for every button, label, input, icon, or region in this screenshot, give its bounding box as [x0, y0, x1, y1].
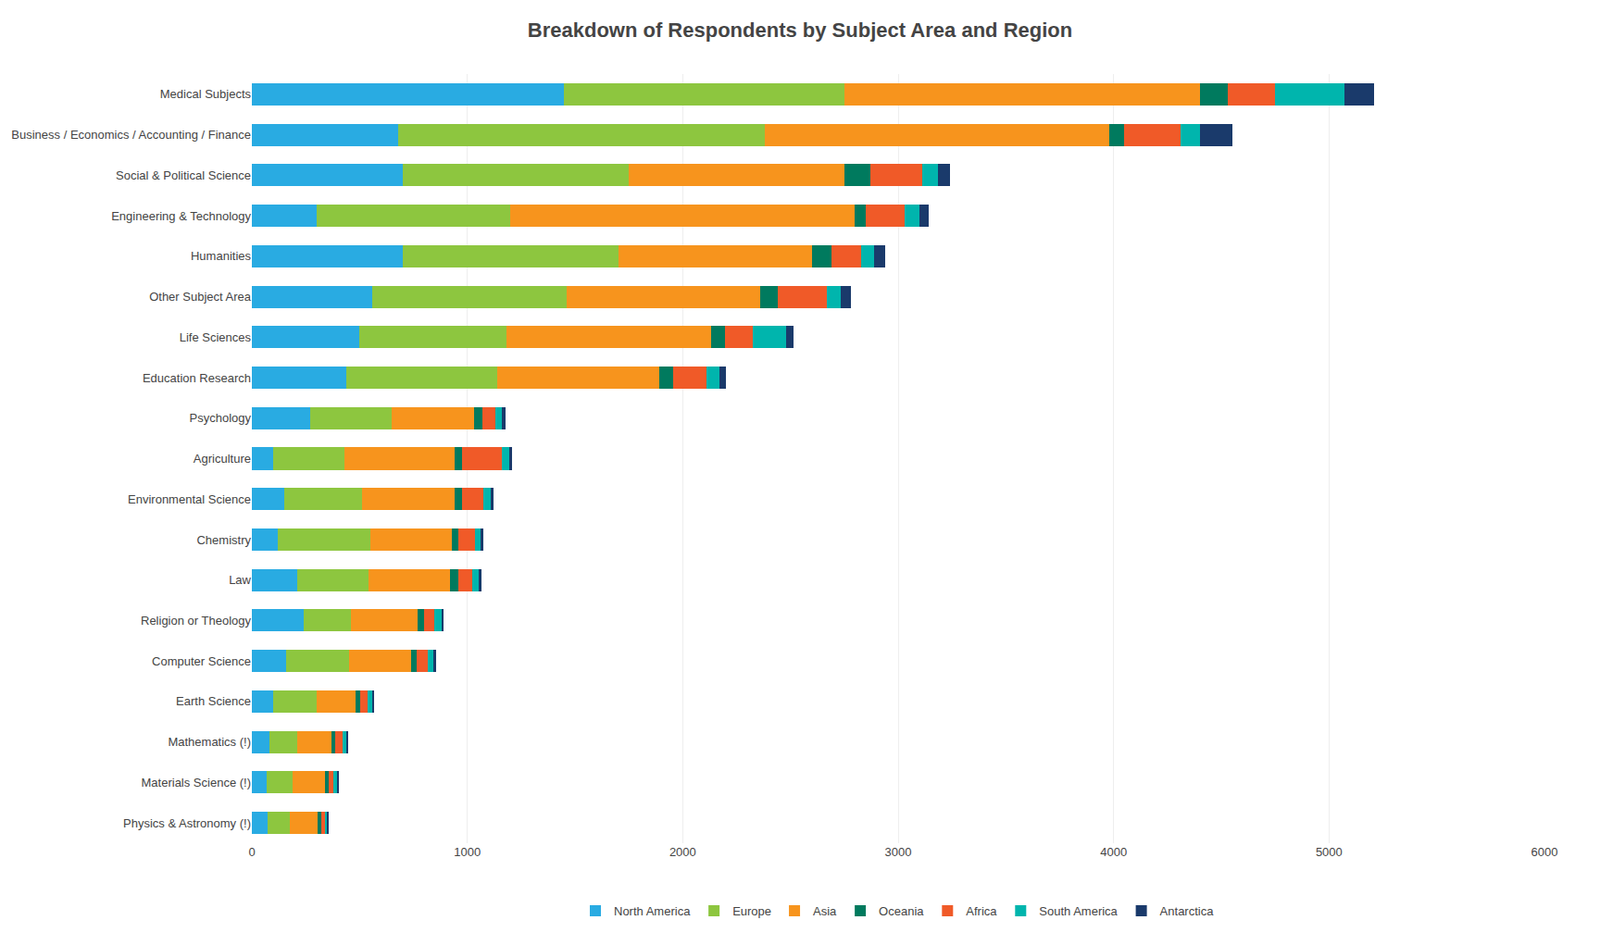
svg-text:Chemistry: Chemistry: [196, 533, 251, 548]
svg-text:Africa: Africa: [965, 904, 998, 919]
svg-text:Earth Science: Earth Science: [175, 694, 251, 709]
svg-text:Life Sciences: Life Sciences: [179, 330, 252, 345]
svg-text:Europe: Europe: [732, 904, 772, 919]
svg-text:Law: Law: [228, 573, 251, 588]
svg-text:Materials Science (!): Materials Science (!): [141, 775, 251, 790]
svg-text:Oceania: Oceania: [878, 904, 925, 919]
svg-text:4000: 4000: [1100, 845, 1127, 860]
svg-text:Computer Science: Computer Science: [151, 654, 251, 669]
svg-text:Medical Subjects: Medical Subjects: [160, 87, 252, 101]
svg-text:Psychology: Psychology: [189, 411, 252, 425]
svg-text:6000: 6000: [1531, 845, 1559, 860]
svg-text:Environmental Science: Environmental Science: [127, 492, 251, 507]
svg-text:Other Subject Area: Other Subject Area: [149, 289, 252, 304]
svg-text:5000: 5000: [1315, 845, 1343, 860]
svg-text:Religion or Theology: Religion or Theology: [140, 613, 251, 628]
svg-text:2000: 2000: [669, 845, 697, 860]
svg-text:Antarctica: Antarctica: [1160, 904, 1215, 919]
svg-text:Mathematics (!): Mathematics (!): [167, 735, 251, 750]
svg-text:Social & Political Science: Social & Political Science: [115, 168, 251, 183]
svg-text:South America: South America: [1038, 904, 1118, 919]
svg-text:Engineering & Technology: Engineering & Technology: [111, 209, 251, 224]
svg-text:Education Research: Education Research: [142, 371, 251, 386]
svg-text:Asia: Asia: [812, 904, 838, 919]
svg-text:1000: 1000: [453, 845, 481, 860]
svg-text:Breakdown of Respondents by Su: Breakdown of Respondents by Subject Area…: [527, 18, 1073, 42]
svg-text:Physics & Astronomy (!): Physics & Astronomy (!): [123, 816, 251, 831]
svg-text:North America: North America: [613, 904, 691, 919]
svg-text:0: 0: [248, 845, 255, 860]
svg-text:Agriculture: Agriculture: [193, 451, 251, 466]
svg-text:Business / Economics / Account: Business / Economics / Accounting / Fina…: [11, 127, 251, 142]
svg-text:3000: 3000: [885, 845, 913, 860]
svg-text:Humanities: Humanities: [190, 249, 252, 263]
